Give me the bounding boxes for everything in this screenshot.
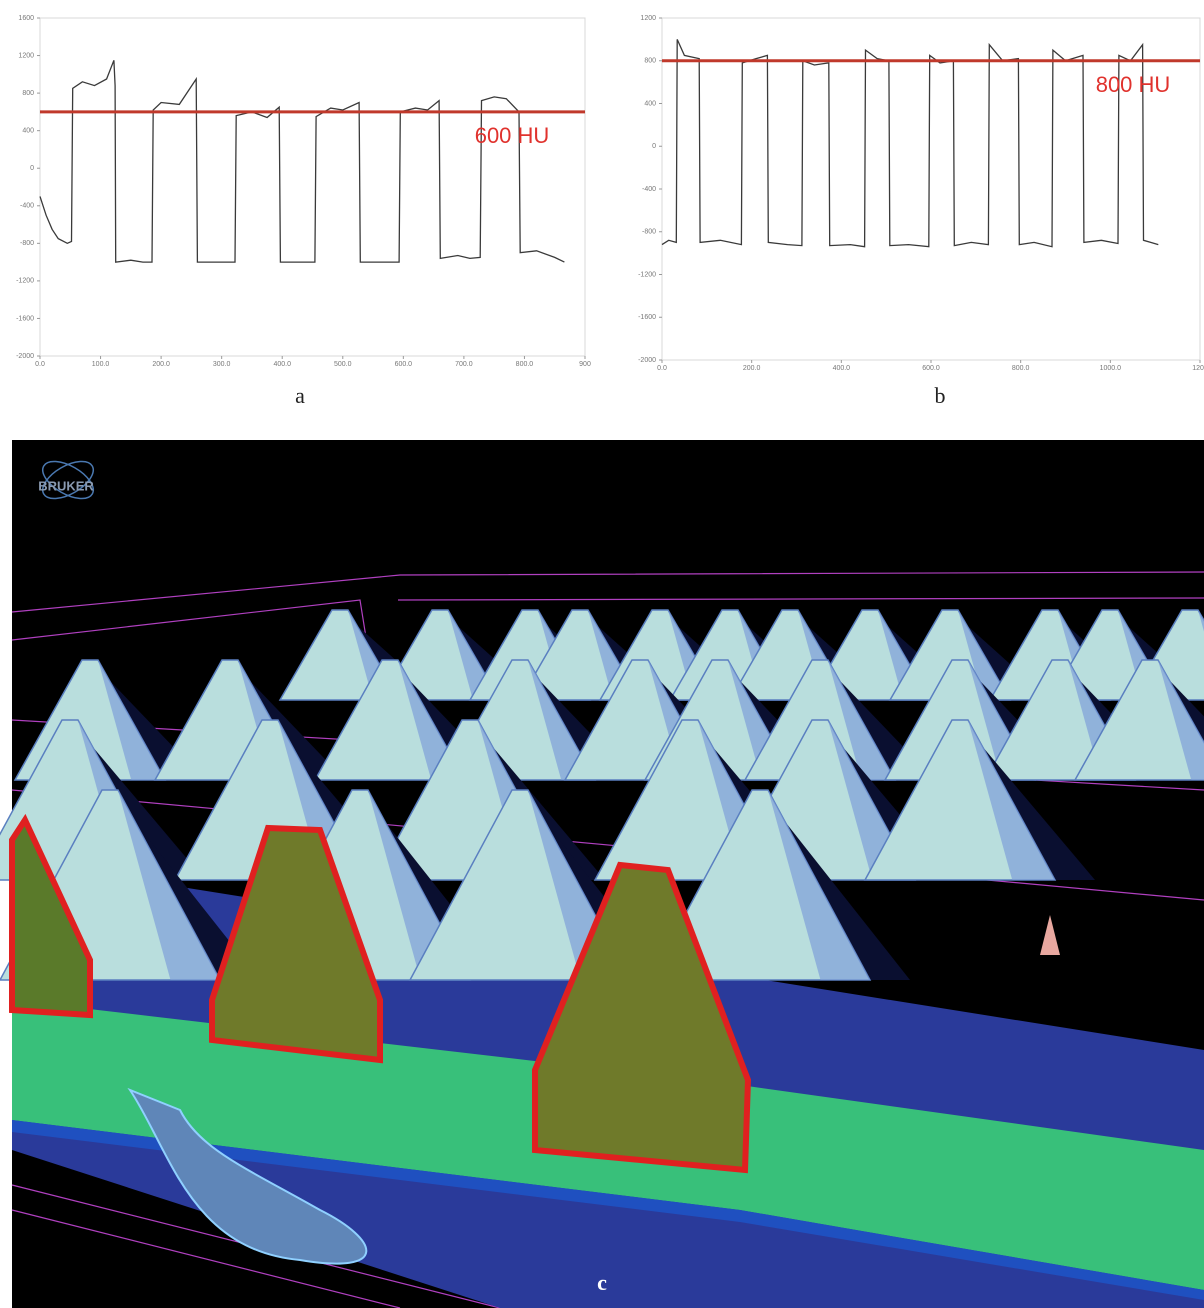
page: {"chart_data": [ {"type": "line", "label…	[0, 0, 1204, 1308]
y-tick-label: -800	[642, 229, 656, 236]
x-tick-label: 700.0	[455, 361, 473, 368]
y-tick-label: 400	[644, 100, 656, 107]
threshold-annotation: 600 HU	[475, 123, 550, 148]
y-tick-label: -1200	[16, 278, 34, 285]
y-tick-label: 400	[22, 128, 34, 135]
x-tick-label: 400.0	[273, 361, 291, 368]
threshold-annotation: 800 HU	[1096, 72, 1171, 97]
x-tick-label: 400.0	[833, 365, 851, 372]
x-tick-label: 500.0	[334, 361, 352, 368]
x-tick-label: 100.0	[92, 361, 110, 368]
y-tick-label: -2000	[638, 357, 656, 364]
x-tick-label: 0.0	[657, 365, 667, 372]
y-tick-label: -1600	[638, 314, 656, 321]
y-tick-label: 0	[30, 165, 34, 172]
x-tick-label: 1000.0	[1100, 365, 1122, 372]
y-tick-label: -1200	[638, 271, 656, 278]
x-tick-label: 1200	[1192, 365, 1204, 372]
y-tick-label: -800	[20, 240, 34, 247]
chart: -2000 -1600 -1200 -800 -400 0 400 800 1200 1600 0.…	[16, 15, 591, 408]
y-tick-label: 800	[22, 90, 34, 97]
panel-label: a	[295, 383, 305, 408]
panel-label: b	[935, 383, 946, 408]
x-tick-label: 200.0	[152, 361, 170, 368]
y-tick-label: -1600	[16, 315, 34, 322]
x-tick-label: 300.0	[213, 361, 231, 368]
chart: -2000 -1600 -1200 -800 -400 0 400 800 1200 0.0 200…	[638, 15, 1204, 408]
x-tick-label: 600.0	[922, 365, 940, 372]
panel-label: c	[597, 1270, 607, 1295]
y-tick-label: 0	[652, 143, 656, 150]
y-tick-label: -2000	[16, 353, 34, 360]
x-tick-label: 900	[579, 361, 591, 368]
y-tick-label: 800	[644, 58, 656, 65]
x-tick-label: 200.0	[743, 365, 761, 372]
render-panel: BRUKER c	[0, 440, 1204, 1308]
x-tick-label: 0.0	[35, 361, 45, 368]
y-tick-label: 1200	[18, 52, 34, 59]
x-tick-label: 800.0	[1012, 365, 1030, 372]
y-tick-label: 1200	[640, 15, 656, 22]
y-tick-label: -400	[642, 186, 656, 193]
plot-frame	[40, 18, 585, 356]
y-tick-label: -400	[20, 203, 34, 210]
logo-text: BRUKER	[38, 478, 94, 493]
figure: BRUKER c -2000 -1600 -1200 -800 -400 0 400 800 1…	[0, 0, 1204, 1308]
x-tick-label: 600.0	[395, 361, 413, 368]
y-tick-label: 1600	[18, 15, 34, 22]
x-tick-label: 800.0	[516, 361, 534, 368]
